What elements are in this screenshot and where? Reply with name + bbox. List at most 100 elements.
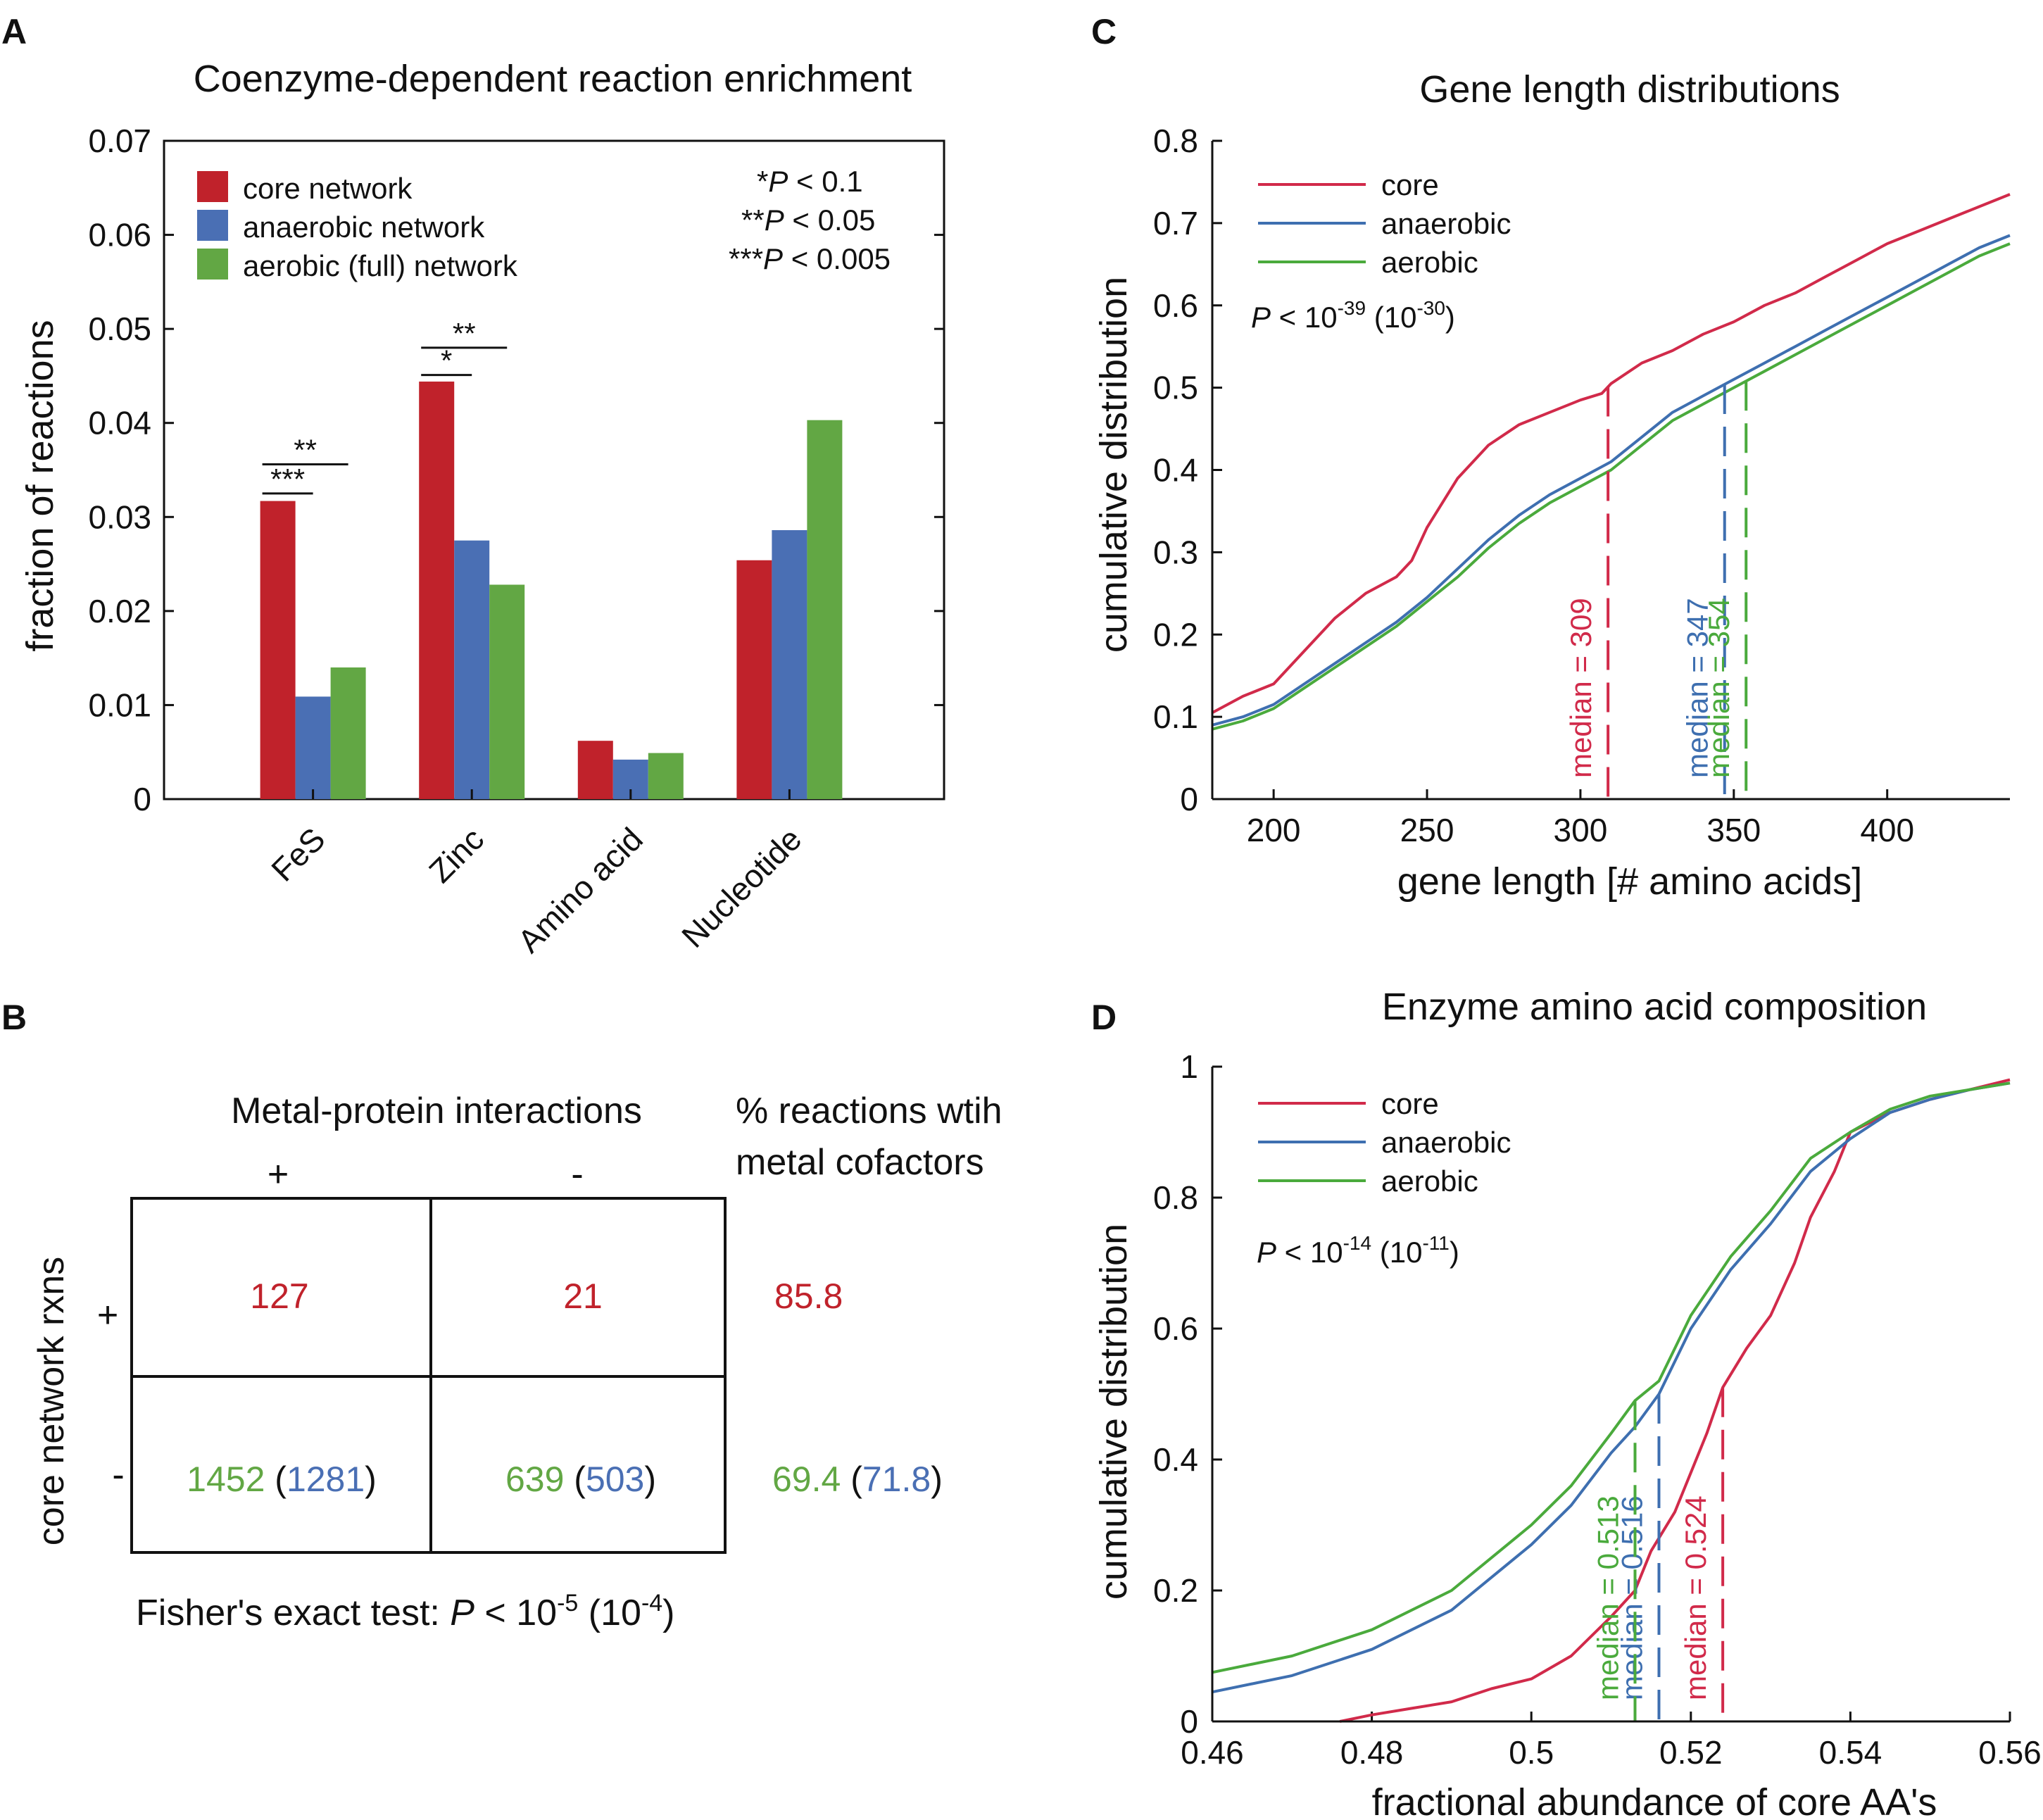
bar-fes-core-network xyxy=(260,501,296,799)
bar-chart-coenzyme: Coenzyme-dependent reaction enrichment f… xyxy=(19,58,945,960)
ytick-label: 0.6 xyxy=(1153,1310,1198,1347)
median-label-aerobic: median = 0.513 xyxy=(1591,1495,1624,1700)
ytick-label: 0 xyxy=(1180,1703,1198,1740)
sig-legend-1: *P < 0.1 xyxy=(757,165,863,198)
ytick-label: 0.1 xyxy=(1153,698,1198,735)
chart-a-ytick-label: 0.05 xyxy=(88,310,151,347)
line-chart-gene-length: Gene length distributions cumulative dis… xyxy=(1093,68,2011,903)
bar-nucleotide-anaerobic-network xyxy=(772,529,807,799)
chart-c-series-lines xyxy=(1212,193,2011,731)
ytick-label: 0.5 xyxy=(1153,370,1198,406)
line-chart-aa-composition: Enzyme amino acid composition cumulative… xyxy=(1093,986,2042,1820)
ytick-label: 0.4 xyxy=(1153,1441,1198,1478)
chart-d-series-lines xyxy=(1212,1078,2011,1723)
legend-label-core: core xyxy=(1381,168,1439,201)
ytick-label: 0.4 xyxy=(1153,452,1198,489)
sig-legend-2: **P < 0.05 xyxy=(741,203,875,237)
chart-a-ytick-label: 0.04 xyxy=(88,405,151,441)
xtick-label: 200 xyxy=(1247,812,1301,848)
table-col-sign-plus: + xyxy=(268,1154,289,1195)
table-pct-core-minus: 69.4 (71.8) xyxy=(772,1460,943,1499)
panel-letter-d: D xyxy=(1091,998,1117,1037)
chart-a-ytick-label: 0 xyxy=(133,781,151,817)
xtick-label: 0.56 xyxy=(1978,1734,2042,1771)
bar-nucleotide-core-network xyxy=(736,560,772,799)
chart-c-legend: core anaerobic aerobic xyxy=(1258,168,1511,279)
chart-a-bars xyxy=(260,381,843,799)
sig-legend-3: ***P < 0.005 xyxy=(729,242,891,275)
chart-c-title: Gene length distributions xyxy=(1419,68,1840,111)
series-line-aerobic xyxy=(1212,1081,2011,1674)
xtick-label: 0.46 xyxy=(1181,1734,1244,1771)
median-label-core: median = 0.524 xyxy=(1679,1495,1712,1700)
ytick-label: 0.7 xyxy=(1153,205,1198,241)
chart-c-xlabel: gene length [# amino acids] xyxy=(1397,860,1862,903)
xtick-label: 400 xyxy=(1860,812,1914,848)
chart-c-ylabel: cumulative distribution xyxy=(1093,277,1135,653)
xtick-label: 0.48 xyxy=(1340,1734,1404,1771)
bar-amino-acid-aerobic-full-network xyxy=(648,753,684,799)
category-label-zinc: Zinc xyxy=(422,820,491,889)
median-label-anaerobic: median = 347 xyxy=(1681,598,1714,778)
table-row-header: core network rxns xyxy=(31,1257,72,1545)
panel-letter-a: A xyxy=(1,12,27,51)
chart-d-title: Enzyme amino acid composition xyxy=(1382,986,1927,1028)
chart-a-category-labels: FeS Zinc Amino acid Nucleotide xyxy=(264,789,808,960)
chart-a-legend: core network anaerobic network aerobic (… xyxy=(197,171,518,282)
ytick-label: 0.8 xyxy=(1153,123,1198,159)
bar-fes-aerobic-full-network xyxy=(330,667,366,799)
significance-stars: ** xyxy=(453,317,476,350)
table-row-sign-plus: + xyxy=(97,1295,118,1336)
xtick-label: 250 xyxy=(1400,812,1454,848)
series-line-anaerobic xyxy=(1212,1081,2011,1694)
legend-label-core: core network xyxy=(243,172,413,205)
bar-zinc-aerobic-full-network xyxy=(489,584,525,799)
contingency-table: Metal-protein interactions % reactions w… xyxy=(31,1091,1002,1633)
median-label-core: median = 309 xyxy=(1564,598,1597,778)
significance-stars: *** xyxy=(270,463,305,496)
ytick-label: 0.8 xyxy=(1153,1179,1198,1216)
series-line-core xyxy=(1212,193,2011,715)
ytick-label: 0.3 xyxy=(1153,534,1198,570)
chart-a-y-ticks: 0 0.01 0.02 0.03 0.04 0.05 0.06 0.07 xyxy=(88,123,944,817)
chart-d-pvalue: P < 10-14 (10-11) xyxy=(1257,1232,1459,1269)
ytick-label: 0 xyxy=(1180,781,1198,817)
table-cell-core-plus-metal-minus: 21 xyxy=(563,1276,603,1316)
table-col-sign-minus: - xyxy=(571,1154,583,1195)
chart-c-pvalue: P < 10-39 (10-30) xyxy=(1251,297,1455,334)
chart-a-frame xyxy=(163,139,945,801)
xtick-label: 0.5 xyxy=(1509,1734,1554,1771)
xtick-label: 0.54 xyxy=(1819,1734,1882,1771)
table-row-sign-minus: - xyxy=(112,1455,124,1495)
series-line-aerobic xyxy=(1212,242,2011,731)
legend-label-anaerobic: anaerobic xyxy=(1381,1126,1511,1159)
xtick-label: 0.52 xyxy=(1659,1734,1723,1771)
panel-letter-c: C xyxy=(1091,12,1117,51)
legend-label-core: core xyxy=(1381,1087,1439,1120)
legend-label-anaerobic: anaerobic network xyxy=(243,211,485,244)
chart-a-ytick-label: 0.07 xyxy=(88,123,151,159)
table-pct-header-line2: metal cofactors xyxy=(736,1142,984,1183)
chart-a-ytick-label: 0.06 xyxy=(88,217,151,253)
ytick-label: 1 xyxy=(1180,1048,1198,1085)
bar-amino-acid-core-network xyxy=(577,741,613,799)
chart-d-legend: core anaerobic aerobic xyxy=(1258,1087,1511,1198)
chart-a-ytick-label: 0.03 xyxy=(88,498,151,535)
table-column-header: Metal-protein interactions xyxy=(231,1091,642,1131)
chart-d-ticks: 0.46 0.48 0.5 0.52 0.54 0.56 0 0.2 0.4 0.6 0.8 1 xyxy=(1153,1048,2042,1771)
significance-stars: ** xyxy=(294,433,317,466)
chart-d-ylabel: cumulative distribution xyxy=(1093,1224,1135,1600)
chart-c-ticks: 200 250 300 350 400 0 0.1 0.2 0.3 0.4 0.5 0.6 0.7 0.8 xyxy=(1153,123,1914,848)
chart-a-ytick-label: 0.01 xyxy=(88,686,151,723)
panel-letter-b: B xyxy=(1,998,27,1037)
chart-a-significance-legend: *P < 0.1 **P < 0.05 ***P < 0.005 xyxy=(729,165,891,275)
median-label-aerobic: median = 354 xyxy=(1702,598,1735,778)
xtick-label: 300 xyxy=(1554,812,1608,848)
legend-swatch-aerobic xyxy=(197,249,228,280)
legend-swatch-core xyxy=(197,171,228,202)
table-cell-core-plus-metal-plus: 127 xyxy=(250,1276,308,1316)
median-label-anaerobic: median = 0.516 xyxy=(1615,1495,1648,1700)
significance-stars: * xyxy=(441,344,452,377)
